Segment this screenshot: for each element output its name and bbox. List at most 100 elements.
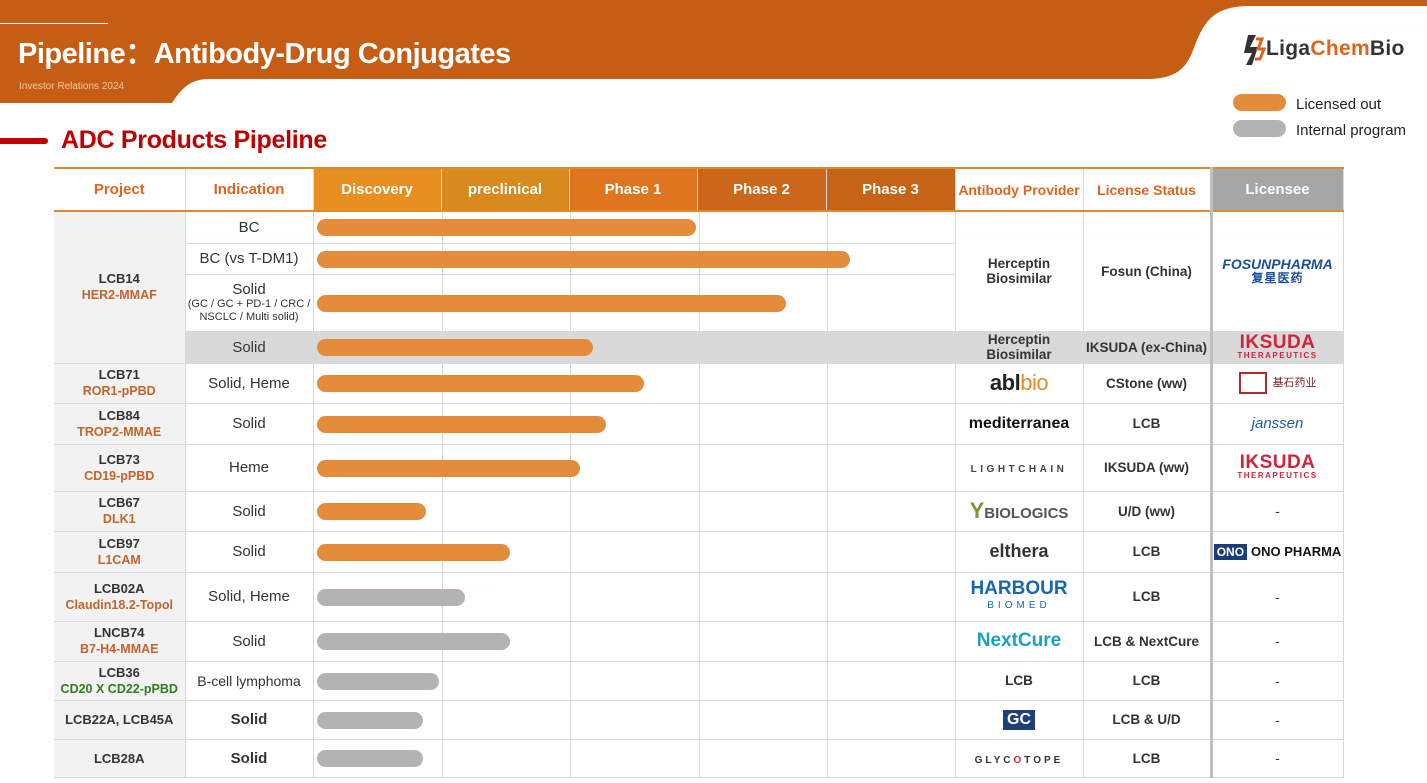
fosun-logo-en: FOSUNPHARMA [1222, 256, 1333, 273]
glycotope-logo-c: TOPE [1024, 754, 1064, 766]
licensee-cell: FOSUNPHARMA 复星医药 [1209, 211, 1344, 332]
progress-bar-licensed [316, 415, 606, 433]
cstone-logo-text: 基石药业 [1272, 376, 1317, 389]
indication-cell: Solid [185, 403, 314, 445]
iksuda-logo-text: IKSUDA [1239, 331, 1316, 353]
project-cell: LNCB74 B7-H4-MMAE [54, 621, 186, 662]
license-status-cell: IKSUDA (ww) [1083, 444, 1212, 492]
progress-cell [313, 661, 956, 701]
company-logo: LigaChemBio [1238, 30, 1418, 70]
indication-cell: BC [185, 211, 314, 244]
provider-cell: LIGHTCHAIN [955, 444, 1084, 492]
phase-gridline [698, 739, 700, 776]
project-name: LCB28A [93, 750, 145, 766]
project-name: LCB71 [98, 367, 140, 382]
phase-gridline [570, 572, 572, 620]
table-row: LCB28A Solid GLYCOTOPE LCB - [54, 739, 1344, 778]
ybiologics-logo: YBIOLOGICS [970, 498, 1069, 524]
col-preclinical: preclinical [441, 167, 570, 212]
fosun-logo: FOSUNPHARMA 复星医药 [1222, 257, 1332, 285]
col-phase1: Phase 1 [569, 167, 698, 212]
indication-cell: Solid, Heme [185, 572, 314, 622]
progress-cell [313, 403, 956, 445]
project-name: LCB36 [98, 664, 140, 680]
progress-cell [313, 621, 956, 662]
table-row: LCB14 HER2-MMAF BC Herceptin Biosimilar … [54, 211, 1344, 364]
ablbio-logo-bio: bio [1020, 370, 1049, 395]
gc-therapeutics-logo: GC [1003, 709, 1035, 730]
licensee-cell: - [1209, 661, 1344, 701]
progress-bar-internal [316, 750, 424, 767]
provider-cell: HARBOUR BIOMED [955, 572, 1084, 622]
project-name: LCB97 [98, 535, 140, 551]
provider-cell: NextCure [955, 621, 1084, 662]
progress-cell [313, 363, 956, 404]
phase-gridline [827, 531, 829, 571]
table-row: Solid Herceptin Biosimilar IKSUDA (ex-Ch… [54, 331, 1344, 364]
col-phase3: Phase 3 [826, 167, 956, 212]
licensee-cell: IKSUDA THERAPEUTICS [1209, 331, 1344, 364]
legend-swatch-internal [1233, 120, 1286, 137]
licensee-cell: janssen [1209, 403, 1344, 445]
pipeline-table: Project Indication Discovery preclinical… [54, 167, 1344, 778]
glycotope-logo-dot: O [1013, 754, 1025, 766]
provider-cell: LCB [955, 661, 1084, 701]
progress-bar-licensed [316, 375, 645, 392]
license-status-cell: LCB & U/D [1083, 700, 1212, 740]
progress-bar-licensed [316, 339, 593, 356]
project-code: DLK1 [102, 512, 136, 526]
iksuda-logo: IKSUDA THERAPEUTICS [1237, 453, 1318, 480]
progress-cell [313, 331, 956, 364]
project-code: ROR1-pPBD [82, 384, 156, 398]
progress-bar-internal [316, 672, 439, 690]
licensee-cell: - [1209, 700, 1344, 740]
progress-cell [313, 739, 956, 778]
project-cell: LCB84 TROP2-MMAE [54, 403, 186, 445]
phase-gridline [827, 274, 829, 330]
project-name: LCB67 [98, 495, 140, 510]
indication-cell: B-cell lymphoma [185, 661, 314, 701]
project-cell: LCB02A Claudin18.2-Topol [54, 572, 186, 622]
project-cell: LCB97 L1CAM [54, 531, 186, 573]
table-row: LCB71 ROR1-pPBD Solid, Heme ablbio CStone… [54, 363, 1344, 404]
indication-cell: Solid [185, 331, 314, 364]
indication-cell: Solid (GC / GC + PD-1 / CRC / NSCLC / Mu… [185, 274, 314, 332]
elthera-logo: elthera [989, 541, 1049, 561]
indication-cell: Solid, Heme [185, 363, 314, 404]
progress-cell [313, 531, 956, 573]
phase-gridline [698, 531, 700, 571]
iksuda-logo: IKSUDA THERAPEUTICS [1237, 331, 1317, 360]
progress-bar-licensed [316, 294, 786, 312]
project-code: HER2-MMAF [81, 288, 157, 303]
project-code: B7-H4-MMAE [80, 642, 159, 656]
phase-gridline [827, 621, 829, 660]
progress-cell [313, 491, 956, 532]
iksuda-logo-sub: THERAPEUTICS [1237, 471, 1318, 480]
project-cell: LCB36 CD20 X CD22-pPBD [54, 661, 186, 701]
indication-detail: (GC / GC + PD-1 / CRC / NSCLC / Multi so… [187, 297, 311, 323]
ono-logo: ONO ONO PHARMA [1214, 544, 1341, 560]
project-name: LCB22A, LCB45A [65, 712, 174, 727]
progress-cell [313, 572, 956, 622]
phase-gridline [827, 403, 829, 443]
indication-cell: Solid [185, 739, 314, 778]
phase-gridline [827, 331, 829, 362]
indication-cell: Solid [185, 700, 314, 740]
licensee-cell: IKSUDA THERAPEUTICS [1209, 444, 1344, 492]
license-status-cell: LCB [1083, 572, 1212, 622]
licensee-cell: 基石药业 [1209, 363, 1344, 404]
provider-cell: elthera [955, 531, 1084, 573]
phase-gridline [698, 700, 700, 738]
phase-gridline [698, 331, 700, 362]
phase-gridline [570, 700, 572, 738]
project-code: CD19-pPBD [84, 468, 155, 483]
logo-part-chem: Chem [1310, 37, 1370, 60]
indication-cell: Heme [185, 444, 314, 492]
license-status-cell: LCB [1083, 661, 1212, 701]
janssen-logo: janssen [1251, 415, 1304, 432]
table-row: BC (vs T-DM1) [54, 243, 1343, 275]
indication-text: Solid [232, 280, 266, 298]
project-cell: LCB67 DLK1 [54, 491, 186, 532]
provider-cell: Herceptin Biosimilar [955, 331, 1084, 364]
phase-gridline [827, 363, 829, 402]
